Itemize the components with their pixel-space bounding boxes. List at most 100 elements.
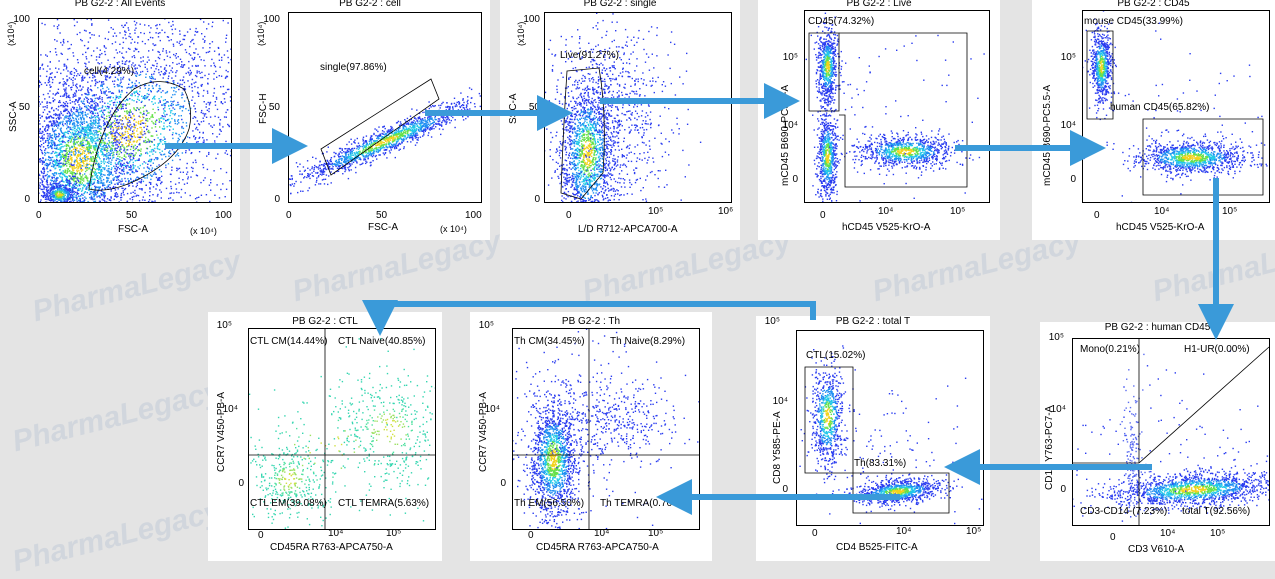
event-dot bbox=[124, 178, 125, 179]
event-dot bbox=[110, 110, 111, 111]
event-dot bbox=[144, 83, 145, 84]
event-dot bbox=[166, 52, 167, 53]
event-dot bbox=[114, 114, 115, 115]
event-dot bbox=[130, 139, 131, 140]
event-dot bbox=[171, 103, 172, 104]
event-dot bbox=[82, 115, 83, 116]
event-dot bbox=[88, 105, 89, 106]
event-dot bbox=[125, 64, 126, 65]
event-dot bbox=[95, 201, 96, 202]
event-dot bbox=[79, 129, 80, 130]
event-dot bbox=[129, 161, 130, 162]
event-dot bbox=[148, 85, 149, 86]
event-dot bbox=[107, 87, 108, 88]
event-dot bbox=[159, 121, 160, 122]
event-dot bbox=[106, 153, 107, 154]
event-dot bbox=[155, 25, 156, 26]
event-dot bbox=[42, 139, 43, 140]
event-dot bbox=[223, 20, 224, 21]
event-dot bbox=[101, 114, 102, 115]
event-dot bbox=[114, 140, 115, 141]
event-dot bbox=[184, 86, 185, 87]
event-dot bbox=[83, 180, 84, 181]
event-dot bbox=[94, 133, 95, 134]
event-dot bbox=[102, 199, 103, 200]
event-dot bbox=[141, 131, 142, 132]
event-dot bbox=[147, 175, 148, 176]
event-dot bbox=[159, 149, 160, 150]
event-dot bbox=[66, 67, 67, 68]
event-dot bbox=[69, 182, 70, 183]
event-dot bbox=[81, 145, 82, 146]
event-dot bbox=[91, 179, 92, 180]
event-dot bbox=[143, 56, 144, 57]
event-dot bbox=[177, 141, 178, 142]
event-dot bbox=[95, 125, 96, 126]
event-dot bbox=[107, 122, 108, 123]
event-dot bbox=[40, 201, 41, 202]
event-dot bbox=[115, 144, 116, 145]
event-dot bbox=[133, 100, 134, 101]
event-dot bbox=[61, 201, 62, 202]
event-dot bbox=[139, 127, 140, 128]
event-dot bbox=[118, 79, 119, 80]
event-dot bbox=[86, 58, 87, 59]
event-dot bbox=[44, 98, 45, 99]
event-dot bbox=[58, 163, 59, 164]
event-dot bbox=[157, 143, 158, 144]
event-dot bbox=[110, 164, 111, 165]
event-dot bbox=[230, 100, 231, 101]
event-dot bbox=[93, 161, 94, 162]
event-dot bbox=[58, 173, 59, 174]
event-dot bbox=[183, 132, 184, 133]
event-dot bbox=[199, 138, 200, 139]
event-dot bbox=[56, 201, 57, 202]
event-dot bbox=[124, 115, 125, 116]
event-dot bbox=[123, 150, 124, 151]
event-dot bbox=[120, 135, 121, 136]
event-dot bbox=[46, 187, 47, 188]
event-dot bbox=[87, 102, 88, 103]
event-dot bbox=[92, 137, 93, 138]
event-dot bbox=[72, 184, 73, 185]
event-dot bbox=[61, 186, 62, 187]
event-dot bbox=[159, 126, 160, 127]
event-dot bbox=[91, 111, 92, 112]
event-dot bbox=[153, 186, 154, 187]
event-dot bbox=[54, 39, 55, 40]
event-dot bbox=[155, 121, 156, 122]
event-dot bbox=[80, 195, 81, 196]
event-dot bbox=[161, 92, 162, 93]
event-dot bbox=[224, 116, 225, 117]
event-dot bbox=[68, 199, 69, 200]
event-dot bbox=[63, 78, 64, 79]
event-dot bbox=[145, 140, 146, 141]
event-dot bbox=[128, 143, 129, 144]
event-dot bbox=[209, 185, 210, 186]
event-dot bbox=[59, 153, 60, 154]
event-dot bbox=[92, 125, 93, 126]
event-dot bbox=[144, 131, 145, 132]
event-dot bbox=[68, 156, 69, 157]
event-dot bbox=[58, 106, 59, 107]
plot-title: PB G2-2 : All Events bbox=[0, 0, 240, 9]
event-dot bbox=[123, 135, 124, 136]
event-dot bbox=[94, 186, 95, 187]
event-dot bbox=[65, 199, 66, 200]
event-dot bbox=[44, 179, 45, 180]
event-dot bbox=[118, 127, 119, 128]
event-dot bbox=[89, 137, 90, 138]
event-dot bbox=[162, 50, 163, 51]
event-dot bbox=[128, 181, 129, 182]
event-dot bbox=[152, 109, 153, 110]
event-dot bbox=[102, 142, 103, 143]
event-dot bbox=[90, 133, 91, 134]
event-dot bbox=[109, 142, 110, 143]
event-dot bbox=[40, 149, 41, 150]
event-dot bbox=[175, 184, 176, 185]
event-dot bbox=[42, 163, 43, 164]
event-dot bbox=[52, 128, 53, 129]
event-dot bbox=[164, 107, 165, 108]
event-dot bbox=[41, 152, 42, 153]
event-dot bbox=[95, 187, 96, 188]
